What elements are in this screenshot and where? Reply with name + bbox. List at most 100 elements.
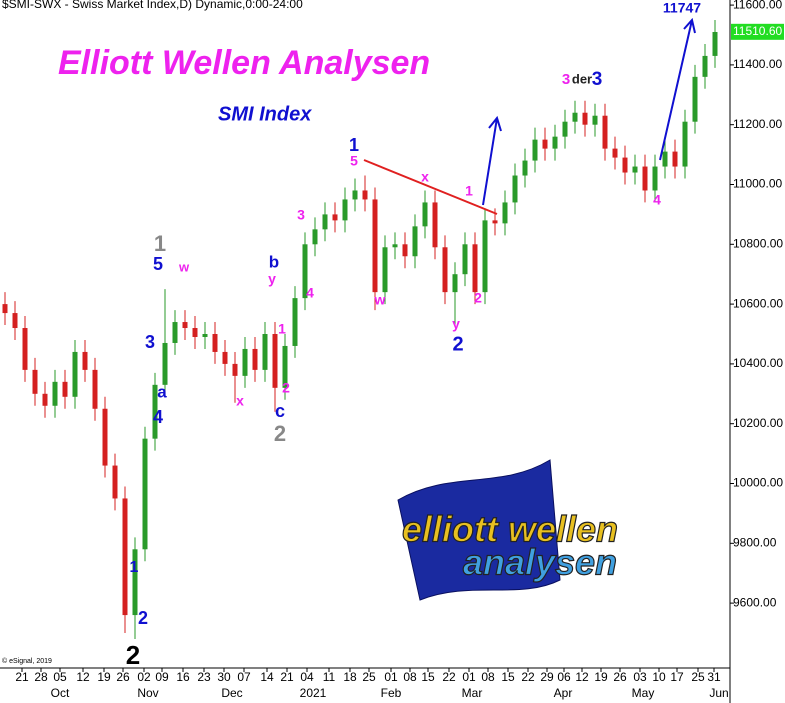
candle-body	[372, 199, 378, 293]
candle-body	[502, 202, 508, 224]
x-tick-label: 01	[384, 670, 398, 684]
x-tick-label: 19	[594, 670, 608, 684]
candle-body	[112, 465, 118, 499]
x-month-label: Apr	[554, 686, 573, 700]
candle-body	[702, 55, 708, 77]
candle-body	[482, 220, 488, 293]
y-tick-label: 10400.00	[733, 356, 783, 370]
candle-body	[22, 328, 28, 370]
candle-body	[622, 157, 628, 173]
candle-body	[352, 190, 358, 200]
annotation: 2	[138, 608, 148, 628]
x-tick-label: 14	[260, 670, 274, 684]
x-tick-label: 26	[116, 670, 130, 684]
candle-body	[692, 76, 698, 122]
chart-title: $SMI-SWX - Swiss Market Index,D) Dynamic…	[2, 0, 303, 11]
candle-body	[182, 322, 188, 329]
x-tick-label: 08	[403, 670, 417, 684]
candle-body	[582, 112, 588, 125]
candle-body	[302, 244, 308, 299]
candle-body	[422, 202, 428, 227]
x-tick-label: 08	[481, 670, 495, 684]
x-tick-label: 11	[323, 670, 336, 684]
candle-body	[682, 121, 688, 167]
x-tick-label: 15	[421, 670, 435, 684]
annotation: 4	[153, 407, 163, 427]
annotation: c	[275, 401, 285, 421]
candle-body	[232, 363, 238, 376]
annotation: 2	[274, 421, 286, 446]
annotation: 1	[130, 559, 139, 576]
annotation: x	[236, 393, 244, 409]
x-tick-label: 22	[442, 670, 456, 684]
candle-body	[242, 348, 248, 376]
x-tick-label: 17	[670, 670, 684, 684]
candle-body	[442, 247, 448, 293]
candle-body	[662, 151, 668, 167]
candle-body	[222, 351, 228, 364]
copyright: © eSignal, 2019	[2, 657, 52, 665]
candle-body	[362, 190, 368, 200]
logo-flag	[397, 459, 561, 601]
annotation: 3	[592, 69, 603, 90]
annotation: b	[269, 252, 279, 271]
candle-body	[92, 369, 98, 409]
y-tick-label: 11400.00	[733, 57, 782, 71]
x-tick-label: 25	[691, 670, 705, 684]
candle-body	[452, 274, 458, 293]
candle-body	[542, 139, 548, 149]
annotation: Elliott Wellen Analysen	[58, 44, 430, 82]
candle-body	[282, 345, 288, 388]
annotation: SMI Index	[218, 103, 312, 125]
candle-body	[202, 334, 208, 337]
x-tick-label: 26	[613, 670, 627, 684]
annotation: 3	[145, 332, 155, 352]
annotation: 1	[349, 135, 359, 155]
x-tick-label: 07	[237, 670, 251, 684]
x-tick-label: 28	[34, 670, 48, 684]
annotation: 1	[154, 231, 166, 256]
candle-body	[2, 304, 8, 314]
annotation: 3	[562, 71, 570, 88]
y-tick-label: 10600.00	[733, 296, 783, 310]
y-tick-label: 9600.00	[733, 595, 777, 609]
x-tick-label: 21	[280, 670, 294, 684]
x-tick-label: 12	[76, 670, 90, 684]
candle-body	[562, 121, 568, 137]
x-tick-label: 30	[217, 670, 231, 684]
x-tick-label: 12	[575, 670, 589, 684]
candle-body	[512, 175, 518, 203]
candle-body	[432, 202, 438, 248]
logo-text: analysen	[463, 542, 617, 583]
candle-body	[312, 229, 318, 245]
candle-body	[522, 160, 528, 176]
candle-body	[492, 220, 498, 224]
x-tick-label: 06	[557, 670, 571, 684]
annotation: 1	[465, 183, 473, 199]
annotation: 4	[653, 192, 661, 208]
x-tick-label: 03	[633, 670, 647, 684]
candle-body	[272, 334, 278, 388]
x-tick-label: 15	[501, 670, 515, 684]
x-tick-label: 22	[521, 670, 535, 684]
annotation: y	[452, 316, 460, 332]
candle-body	[402, 244, 408, 257]
plot	[2, 20, 718, 639]
candle-body	[572, 112, 578, 122]
y-tick-label: 9800.00	[733, 535, 777, 549]
annotation: x	[421, 169, 429, 185]
candle-body	[472, 244, 478, 293]
x-tick-label: 23	[197, 670, 211, 684]
candle-body	[292, 298, 298, 346]
candle-body	[632, 166, 638, 173]
x-month-label: May	[632, 686, 655, 700]
candle-body	[62, 381, 68, 397]
annotation: 1	[278, 321, 286, 337]
y-tick-label: 10200.00	[733, 416, 783, 430]
candle-body	[132, 549, 138, 616]
x-tick-label: 21	[15, 670, 29, 684]
candle-body	[642, 166, 648, 191]
